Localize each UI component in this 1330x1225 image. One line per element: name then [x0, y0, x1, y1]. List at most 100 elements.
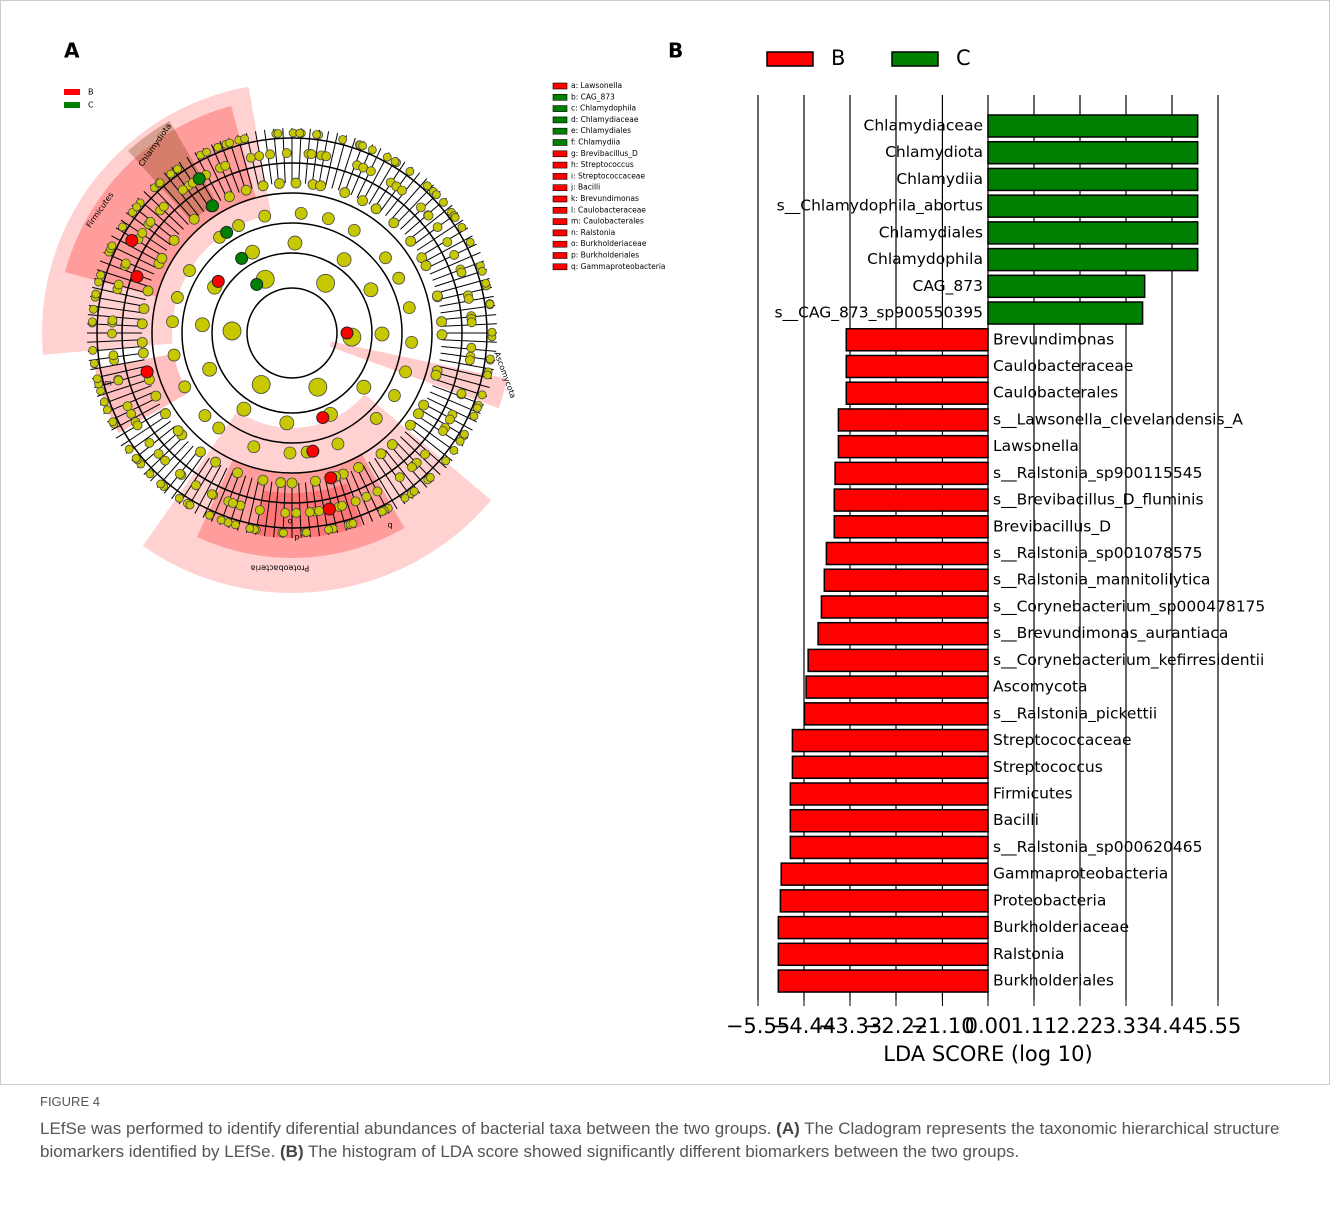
- node: [257, 474, 269, 486]
- key-swatch: [552, 252, 568, 259]
- branch: [194, 464, 222, 514]
- node-enriched: [130, 270, 144, 284]
- bar: [777, 942, 989, 967]
- bar: [805, 675, 989, 699]
- node: [377, 507, 387, 516]
- node: [156, 479, 166, 489]
- key-label: j: Bacilli: [570, 183, 600, 192]
- bar-label: s__Corynebacterium_kefirresidentii: [993, 651, 1264, 670]
- key-swatch: [552, 94, 568, 101]
- node: [473, 403, 482, 413]
- node: [172, 425, 184, 437]
- bar: [987, 274, 1146, 299]
- bar-label: s__Chlamydophila_abortus: [777, 197, 983, 216]
- node-enriched: [140, 365, 154, 379]
- node: [431, 290, 443, 302]
- node: [294, 206, 308, 220]
- caption-text: LEfSe was performed to identify diferent…: [40, 1117, 1290, 1163]
- key-swatch: [552, 207, 568, 214]
- x-tick-label: −2.22: [864, 1014, 928, 1038]
- node: [356, 379, 372, 395]
- node: [431, 190, 441, 200]
- node: [465, 237, 475, 247]
- caption-segment: The Cladogram represents the taxonomic h…: [40, 1119, 1280, 1161]
- node: [210, 456, 221, 468]
- node: [174, 493, 184, 503]
- node: [353, 462, 364, 473]
- branch: [337, 137, 356, 191]
- x-axis-label: LDA SCORE (log 10): [883, 1042, 1092, 1066]
- key-swatch: [552, 229, 568, 237]
- bar-label: s__Brevundimonas_aurantiaca: [993, 624, 1228, 643]
- branch: [438, 365, 492, 380]
- key-swatch: [552, 240, 568, 248]
- caption-segment: (A): [776, 1119, 800, 1138]
- node: [487, 327, 497, 337]
- bar: [779, 889, 989, 913]
- bar-label: Ascomycota: [993, 678, 1088, 696]
- branch: [400, 436, 441, 476]
- node: [155, 178, 165, 188]
- key-swatch: [552, 184, 568, 191]
- branch: [111, 235, 161, 263]
- bar: [789, 808, 989, 833]
- branch: [137, 197, 180, 235]
- node: [228, 498, 238, 508]
- key-label: m: Caulobacterales: [571, 217, 644, 226]
- caption: FIGURE 4 LEfSe was performed to identify…: [40, 1094, 1290, 1163]
- bar: [987, 140, 1199, 165]
- bar: [789, 782, 989, 806]
- bar: [823, 568, 989, 592]
- node: [273, 129, 283, 138]
- bar: [777, 969, 989, 993]
- node: [240, 184, 252, 196]
- node: [465, 355, 475, 366]
- bar-label: Proteobacteria: [993, 891, 1106, 909]
- node: [280, 507, 291, 518]
- node: [283, 446, 297, 460]
- clade-label: m: [104, 379, 112, 388]
- node: [137, 228, 148, 238]
- node: [399, 365, 412, 379]
- node: [460, 429, 469, 439]
- node: [265, 149, 276, 160]
- node: [144, 438, 155, 448]
- node: [481, 278, 491, 288]
- ring: [181, 222, 403, 444]
- node: [177, 184, 188, 195]
- node: [409, 486, 419, 496]
- key-label: l: Caulobacteraceae: [571, 205, 646, 214]
- branch: [96, 378, 150, 397]
- bar-label: s__Ralstonia_sp000620465: [993, 838, 1203, 857]
- node: [436, 329, 448, 341]
- bar-label: Brevundimonas: [993, 330, 1114, 348]
- branch: [374, 457, 406, 505]
- bar: [791, 755, 989, 780]
- bar-label: Lawsonella: [993, 437, 1079, 455]
- node: [386, 439, 398, 450]
- node: [113, 375, 124, 386]
- node: [257, 180, 269, 192]
- branch: [385, 449, 421, 494]
- node: [450, 213, 460, 222]
- node: [295, 128, 305, 138]
- node: [466, 342, 477, 353]
- node: [357, 195, 368, 207]
- bar-label: s__Lawsonella_clevelandensis_A: [993, 410, 1243, 429]
- branch: [171, 454, 205, 500]
- branch: [436, 277, 490, 294]
- bar: [833, 488, 989, 512]
- bar: [987, 194, 1199, 218]
- node: [422, 181, 432, 191]
- node: [407, 462, 417, 473]
- branch: [429, 391, 481, 415]
- key-swatch: [552, 150, 568, 158]
- bar-label: Firmicutes: [993, 785, 1073, 803]
- node: [463, 294, 474, 304]
- node: [379, 251, 392, 265]
- branch: [390, 178, 428, 221]
- key-label: h: Streptococcus: [571, 160, 634, 169]
- branch: [273, 482, 280, 538]
- node: [308, 377, 328, 397]
- node: [306, 149, 317, 159]
